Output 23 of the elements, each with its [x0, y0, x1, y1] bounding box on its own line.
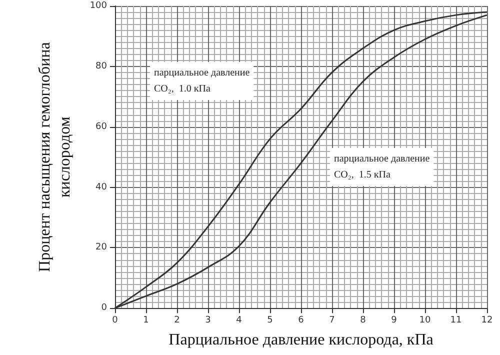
- x-tick-label: 0: [112, 316, 118, 326]
- y-tick-label: 60: [96, 122, 108, 132]
- annotation: парциальное давление CO₂, 1.0 кПа: [154, 68, 250, 94]
- y-tick-label: 20: [96, 242, 108, 253]
- y-tick-label: 80: [96, 61, 108, 72]
- x-tick-label: 10: [419, 316, 431, 326]
- y-tick-label: 40: [96, 182, 108, 192]
- x-tick-label: 5: [267, 316, 273, 326]
- x-tick-label: 9: [391, 316, 398, 326]
- y-tick-label: 0: [101, 303, 108, 314]
- x-axis-title: Парциальное давление кислорода, кПа: [168, 332, 434, 348]
- x-tick-label: 3: [205, 316, 211, 326]
- x-tick-label: 1: [143, 316, 149, 326]
- y-axis-title: Процент насыщения гемоглобина кислородом: [36, 42, 74, 272]
- x-tick-label: 7: [329, 316, 335, 326]
- annotation: парциальное давление CO₂, 1.5 кПа: [334, 154, 430, 180]
- y-tick-label: 100: [90, 1, 108, 11]
- x-tick-label: 8: [360, 316, 366, 326]
- x-tick-label: 12: [481, 316, 493, 326]
- x-tick-label: 11: [450, 316, 462, 326]
- x-tick-label: 6: [298, 316, 304, 326]
- x-tick-label: 4: [236, 316, 242, 326]
- x-tick-label: 2: [174, 316, 180, 326]
